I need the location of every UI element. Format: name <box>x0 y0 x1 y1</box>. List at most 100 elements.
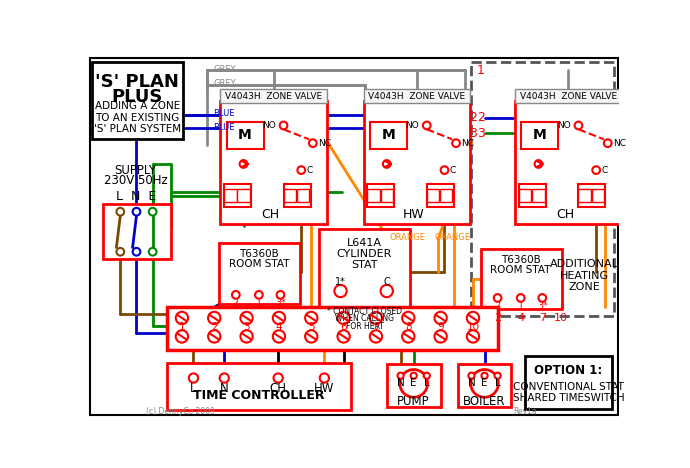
Bar <box>427 184 454 207</box>
Circle shape <box>411 373 417 379</box>
Circle shape <box>381 285 393 297</box>
Circle shape <box>132 208 140 216</box>
Circle shape <box>452 139 460 147</box>
Text: L  N  E: L N E <box>116 190 156 203</box>
Circle shape <box>494 294 502 302</box>
Text: L: L <box>190 381 197 395</box>
Text: WHEN CALLING: WHEN CALLING <box>335 314 394 323</box>
Text: HW: HW <box>403 208 424 221</box>
Text: 230V 50Hz: 230V 50Hz <box>104 175 168 187</box>
Bar <box>220 101 326 224</box>
Bar <box>515 89 622 103</box>
Bar <box>519 184 546 207</box>
Bar <box>364 101 470 224</box>
Text: 4: 4 <box>275 322 282 332</box>
Text: E: E <box>411 379 417 388</box>
Text: M: M <box>382 129 395 142</box>
Bar <box>440 190 452 202</box>
Text: 10: 10 <box>554 313 568 323</box>
Circle shape <box>240 312 253 324</box>
Circle shape <box>176 312 188 324</box>
Circle shape <box>208 312 220 324</box>
Circle shape <box>400 370 428 397</box>
Circle shape <box>297 166 305 174</box>
Text: BLUE: BLUE <box>213 123 235 132</box>
Text: 2: 2 <box>469 111 477 124</box>
Text: 10: 10 <box>466 322 480 332</box>
Text: L: L <box>495 379 500 388</box>
Bar <box>578 184 605 207</box>
Text: 3*: 3* <box>537 300 548 311</box>
Circle shape <box>255 291 263 299</box>
Text: N: N <box>468 379 475 388</box>
Text: L641A: L641A <box>347 238 382 248</box>
Bar <box>297 190 309 202</box>
Text: (c) DennyCo 2009: (c) DennyCo 2009 <box>146 407 215 416</box>
Text: M: M <box>533 129 547 142</box>
Bar <box>284 184 310 207</box>
Circle shape <box>370 312 382 324</box>
Text: SHARED TIMESWITCH: SHARED TIMESWITCH <box>513 393 624 403</box>
Circle shape <box>424 373 430 379</box>
Circle shape <box>517 294 524 302</box>
Bar <box>370 122 407 149</box>
Circle shape <box>435 330 447 343</box>
Text: V4043H  ZONE VALVE: V4043H ZONE VALVE <box>368 92 465 101</box>
Circle shape <box>309 139 317 147</box>
Bar <box>578 190 591 202</box>
Circle shape <box>305 312 317 324</box>
Text: ORANGE: ORANGE <box>390 233 426 241</box>
Circle shape <box>383 160 391 168</box>
Text: V4043H  ZONE VALVE: V4043H ZONE VALVE <box>520 92 617 101</box>
Circle shape <box>277 291 284 299</box>
Circle shape <box>240 330 253 343</box>
Bar <box>364 89 470 103</box>
Bar <box>591 190 604 202</box>
Text: 1: 1 <box>477 64 484 77</box>
Bar <box>368 190 380 202</box>
Bar <box>519 190 531 202</box>
Text: C: C <box>602 166 608 175</box>
Circle shape <box>117 208 124 216</box>
Text: C: C <box>450 166 456 175</box>
Bar <box>381 190 393 202</box>
Text: NC: NC <box>318 139 331 148</box>
Circle shape <box>467 312 479 324</box>
Text: Rev1a: Rev1a <box>513 407 537 416</box>
Text: 2: 2 <box>495 300 501 311</box>
Bar <box>368 184 395 207</box>
Text: PLUS: PLUS <box>112 88 163 106</box>
Circle shape <box>467 330 479 343</box>
Text: FOR HEAT: FOR HEAT <box>346 322 383 331</box>
Circle shape <box>149 208 157 216</box>
Bar <box>515 101 622 224</box>
Circle shape <box>435 312 447 324</box>
Circle shape <box>495 373 501 379</box>
Text: T6360B: T6360B <box>501 255 540 265</box>
Circle shape <box>592 166 600 174</box>
Circle shape <box>219 373 229 383</box>
Text: 8: 8 <box>405 322 412 332</box>
Bar <box>284 190 296 202</box>
Circle shape <box>370 330 382 343</box>
Text: NO: NO <box>557 121 571 130</box>
Text: 1: 1 <box>518 300 524 311</box>
Text: 4: 4 <box>517 313 524 323</box>
Bar <box>471 62 614 316</box>
Text: M: M <box>238 129 252 142</box>
Text: L: L <box>424 379 430 388</box>
Text: NO: NO <box>405 121 419 130</box>
Text: T6360B: T6360B <box>239 249 279 259</box>
Text: V4043H  ZONE VALVE: V4043H ZONE VALVE <box>225 92 322 101</box>
Text: ADDITIONAL
HEATING
ZONE: ADDITIONAL HEATING ZONE <box>550 259 619 292</box>
Text: 1: 1 <box>179 322 185 332</box>
Text: 2: 2 <box>477 111 484 124</box>
Bar <box>386 364 441 407</box>
Text: C: C <box>384 277 390 287</box>
Text: E: E <box>482 379 488 388</box>
Circle shape <box>273 373 283 383</box>
Circle shape <box>397 373 404 379</box>
Text: ROOM STAT: ROOM STAT <box>491 265 551 275</box>
Text: ROOM STAT: ROOM STAT <box>228 259 289 269</box>
Bar <box>219 242 299 304</box>
